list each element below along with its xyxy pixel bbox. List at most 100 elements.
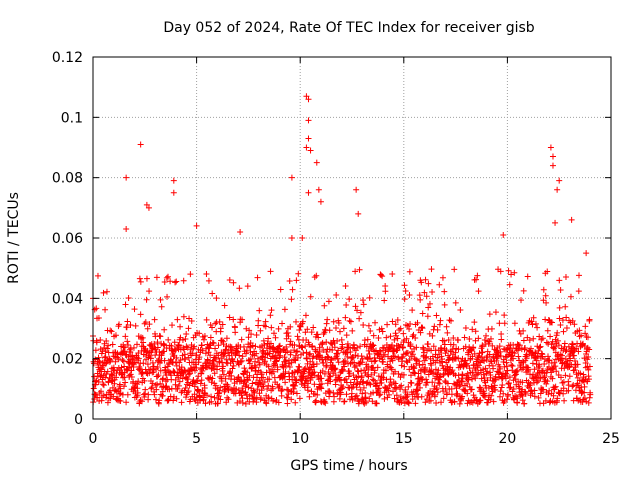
data-point	[505, 391, 512, 398]
data-point-peak	[552, 219, 559, 226]
data-point	[525, 366, 532, 373]
data-point	[235, 374, 242, 381]
data-point	[325, 298, 332, 305]
data-point	[161, 326, 168, 333]
data-point	[406, 268, 413, 275]
data-point	[530, 335, 537, 342]
data-point	[427, 360, 434, 367]
data-point	[438, 399, 445, 406]
data-point	[276, 349, 283, 356]
data-point	[544, 268, 551, 275]
data-point	[121, 348, 128, 355]
data-point	[544, 353, 551, 360]
axis-ticks: 0 5 10 15 20 25 0 0.02 0.04 0.06 0.08 0.1 0.12	[52, 50, 620, 447]
data-point	[534, 324, 541, 331]
data-point	[379, 344, 386, 351]
data-point	[202, 400, 209, 407]
data-point	[586, 346, 593, 353]
data-point	[360, 301, 367, 308]
data-point	[533, 357, 540, 364]
data-point	[325, 368, 332, 375]
data-point	[154, 381, 161, 388]
data-point	[340, 325, 347, 332]
data-point	[455, 346, 462, 353]
data-point	[400, 371, 407, 378]
data-point	[563, 314, 570, 321]
data-point	[124, 338, 131, 345]
data-point	[303, 355, 310, 362]
data-point	[220, 363, 227, 370]
data-point	[434, 371, 441, 378]
data-point	[229, 365, 236, 372]
data-point	[579, 399, 586, 406]
data-point	[463, 361, 470, 368]
data-point	[403, 335, 410, 342]
data-point	[323, 339, 330, 346]
data-point	[358, 372, 365, 379]
data-point	[123, 399, 130, 406]
data-point	[220, 341, 227, 348]
data-point	[437, 373, 444, 380]
data-point	[524, 273, 531, 280]
data-point	[334, 338, 341, 345]
data-point	[313, 272, 320, 279]
data-point	[270, 368, 277, 375]
data-point	[528, 318, 535, 325]
data-point	[210, 365, 217, 372]
data-point	[228, 349, 235, 356]
data-point	[425, 340, 432, 347]
data-point	[552, 383, 559, 390]
data-point	[514, 367, 521, 374]
data-point	[535, 370, 542, 377]
data-point	[187, 271, 194, 278]
data-point	[391, 353, 398, 360]
data-point	[302, 312, 309, 319]
data-point	[496, 343, 503, 350]
data-point	[367, 327, 374, 334]
data-point	[333, 292, 340, 299]
data-point	[302, 365, 309, 372]
data-point-peak	[317, 198, 324, 205]
data-point	[407, 379, 414, 386]
data-point	[341, 398, 348, 405]
data-point	[237, 358, 244, 365]
data-point	[297, 323, 304, 330]
data-point	[419, 310, 426, 317]
data-point	[260, 383, 267, 390]
data-point	[228, 372, 235, 379]
data-point	[446, 354, 453, 361]
data-point	[357, 343, 364, 350]
data-point	[277, 286, 284, 293]
data-point	[261, 378, 268, 385]
data-point	[388, 366, 395, 373]
data-point	[544, 327, 551, 334]
data-point	[356, 266, 363, 273]
data-point	[256, 361, 263, 368]
data-point	[389, 357, 396, 364]
data-point	[569, 317, 576, 324]
data-point	[210, 340, 217, 347]
data-point	[449, 367, 456, 374]
data-point	[258, 371, 265, 378]
data-point	[434, 354, 441, 361]
data-point	[267, 340, 274, 347]
data-point	[296, 364, 303, 371]
data-point	[152, 382, 159, 389]
data-point	[395, 356, 402, 363]
data-point	[440, 372, 447, 379]
data-point	[306, 351, 313, 358]
data-point	[360, 378, 367, 385]
data-point	[239, 399, 246, 406]
data-point	[106, 358, 113, 365]
data-point	[279, 363, 286, 370]
data-point	[423, 293, 430, 300]
data-point	[154, 344, 161, 351]
data-point	[535, 394, 542, 401]
y-axis-label: ROTI / TECUs	[6, 192, 22, 284]
data-point	[321, 302, 328, 309]
data-point	[345, 373, 352, 380]
data-point	[571, 321, 578, 328]
data-point	[199, 347, 206, 354]
data-point	[130, 344, 137, 351]
data-point	[173, 362, 180, 369]
